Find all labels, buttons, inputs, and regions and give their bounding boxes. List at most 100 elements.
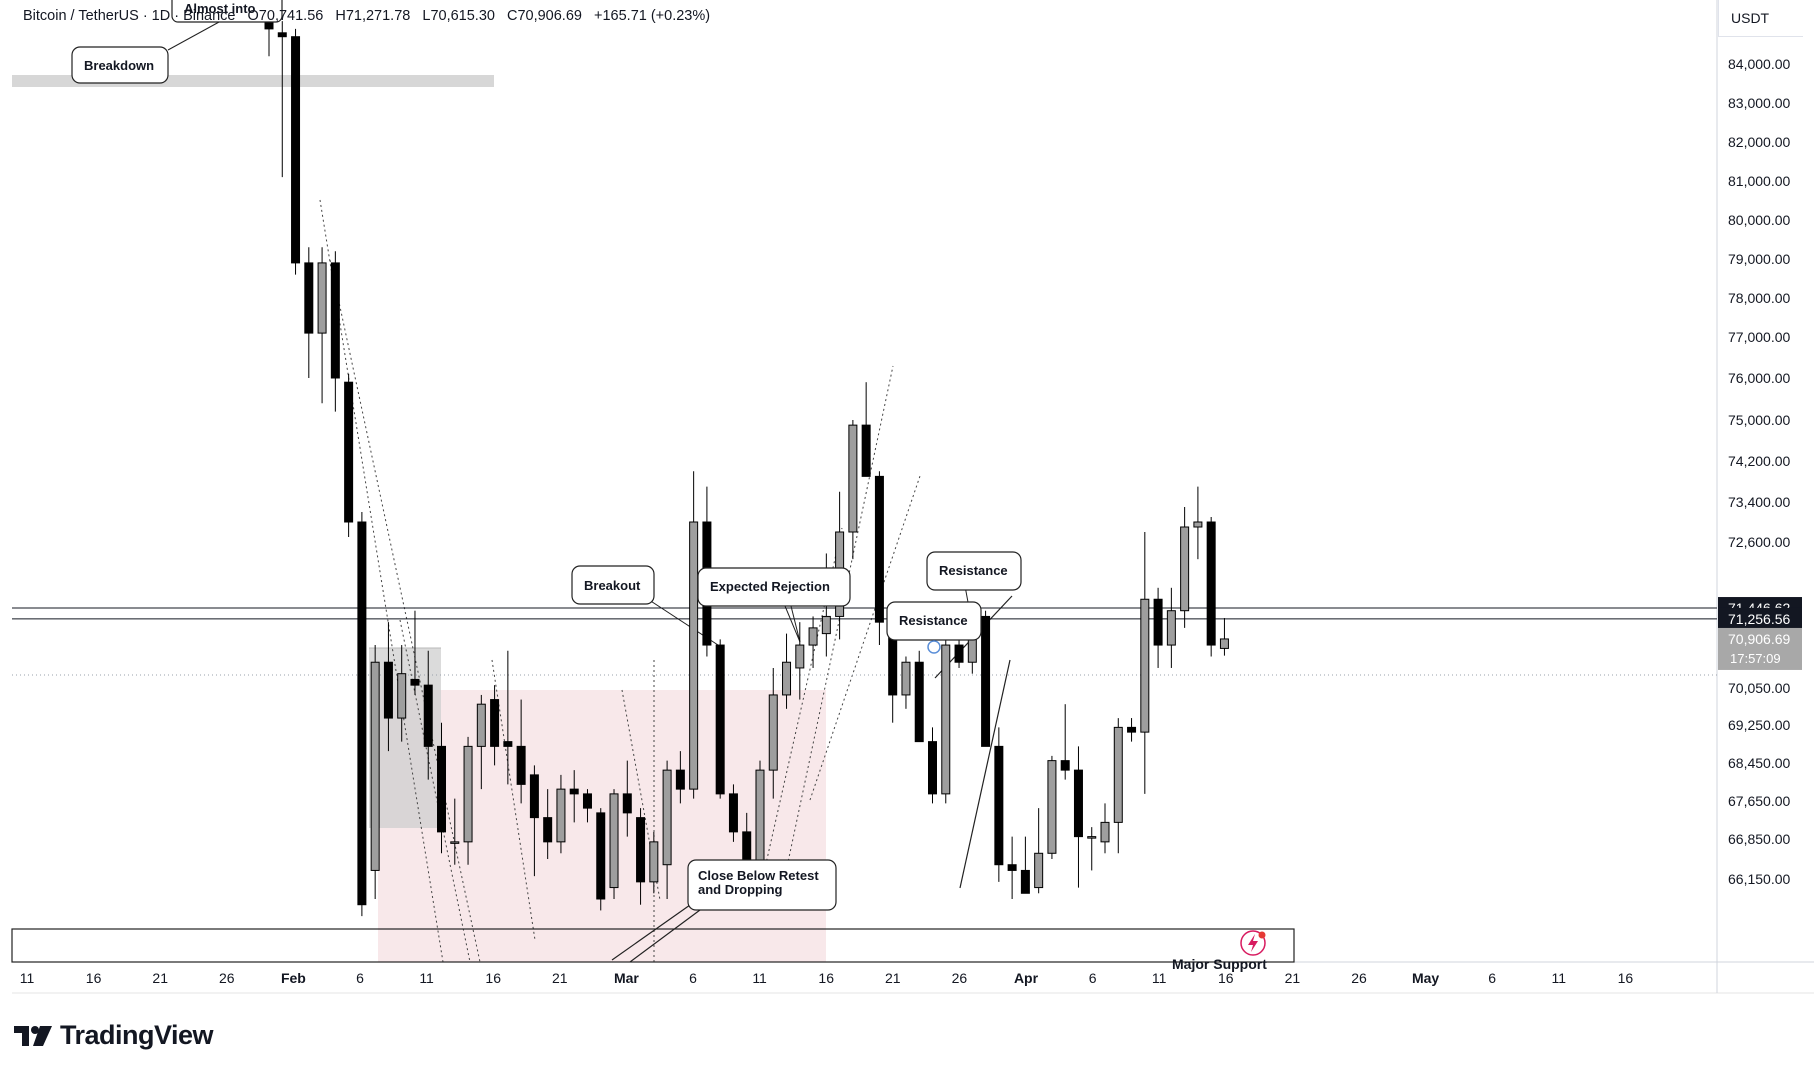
candle-body-down <box>516 745 526 785</box>
candle-body-down <box>1127 726 1137 733</box>
callout-text: Breakdown <box>84 58 154 73</box>
major-support-label: Major Support <box>1172 930 1267 972</box>
candle-body-up <box>1047 760 1057 854</box>
candle <box>1193 486 1203 560</box>
ohlc-high: H71,271.78 <box>335 8 411 24</box>
candle <box>728 784 738 842</box>
candle <box>582 789 592 823</box>
price-tick-label: 68,450.00 <box>1728 755 1790 771</box>
time-tick-label: Feb <box>281 970 306 986</box>
notification-dot <box>1258 931 1266 939</box>
currency-selector[interactable]: USDT <box>1718 0 1803 37</box>
candle-body-down <box>1073 769 1083 838</box>
candle <box>649 831 659 894</box>
callout-line-1: Close Below Retest <box>698 868 819 883</box>
candle-body-down <box>981 615 991 747</box>
candle-body-down <box>529 774 539 819</box>
candle <box>437 722 447 854</box>
time-tick-label: 11 <box>1152 970 1167 986</box>
time-tick-label: 26 <box>1351 970 1367 986</box>
callout-almost-into: Almost into <box>171 0 283 23</box>
time-tick-label: 11 <box>20 970 35 986</box>
trend-line <box>629 909 701 963</box>
time-tick-label: 11 <box>419 970 434 986</box>
candle <box>410 610 420 695</box>
price-tick-label: 75,000.00 <box>1728 412 1790 428</box>
callout-text: Resistance <box>899 613 968 628</box>
candle <box>914 650 924 743</box>
time-tick-label: 6 <box>1089 970 1097 986</box>
candle <box>1206 517 1216 657</box>
tradingview-brand[interactable]: TradingView <box>14 1020 214 1051</box>
candle <box>503 650 513 785</box>
candle <box>861 382 871 477</box>
time-tick-label: Mar <box>614 970 639 986</box>
badge-countdown: 17:57:09 <box>1730 651 1781 666</box>
candle <box>609 789 619 899</box>
price-tick-label: 67,650.00 <box>1728 793 1790 809</box>
candle <box>848 420 858 560</box>
candle-body-up <box>901 661 911 696</box>
price-tick-label: 79,000.00 <box>1728 251 1790 267</box>
candle <box>1166 587 1176 668</box>
candle-body-down <box>636 817 646 883</box>
candle <box>277 21 287 178</box>
price-axis: 84,000.00 83,000.00 82,000.00 81,000.00 80,0… <box>1728 56 1790 887</box>
dotted-trendline <box>399 619 471 963</box>
candle <box>450 798 460 865</box>
candle <box>808 616 818 668</box>
time-tick-label: 16 <box>485 970 501 986</box>
time-tick-label: 6 <box>356 970 364 986</box>
candle-body-up <box>649 841 659 883</box>
candle <box>1020 836 1030 894</box>
candle <box>1219 618 1229 656</box>
candle <box>291 28 301 275</box>
trend-line <box>611 904 691 961</box>
anchor-point <box>927 640 941 654</box>
candle <box>370 645 380 899</box>
candle <box>928 727 937 804</box>
dotted-trendline <box>621 689 661 901</box>
callout-resistance-top: Resistance <box>926 551 1022 591</box>
time-tick-label: 11 <box>752 970 767 986</box>
candle <box>317 247 327 404</box>
candle-body-up <box>1166 610 1176 646</box>
candle <box>1113 718 1123 854</box>
time-tick-label: 11 <box>1552 970 1567 986</box>
candle <box>357 512 367 917</box>
candle-body-up <box>821 615 831 635</box>
candle-body-up <box>1113 726 1123 823</box>
candle <box>901 656 911 709</box>
price-tick-label: 84,000.00 <box>1728 56 1790 72</box>
candle <box>795 622 805 700</box>
candle-body-down <box>1060 760 1070 771</box>
candle <box>689 471 699 799</box>
symbol-title[interactable]: Bitcoin / TetherUS · 1D · Binance <box>23 8 236 24</box>
ohlc-open: O70,741.56 <box>247 8 324 24</box>
candle-body-down <box>954 644 964 663</box>
ohlc-low: L70,615.30 <box>422 8 495 24</box>
price-tick-label: 77,000.00 <box>1728 329 1790 345</box>
price-tick-label: 83,000.00 <box>1728 95 1790 111</box>
time-tick-label: May <box>1412 970 1439 986</box>
time-tick-label: 21 <box>552 970 568 986</box>
candle-body-down <box>596 812 606 900</box>
time-tick-label: 21 <box>885 970 901 986</box>
callout-text: Breakout <box>584 578 641 593</box>
dotted-trendline <box>779 365 894 901</box>
candle <box>835 491 845 640</box>
candle-body-up <box>768 694 778 771</box>
candle-body-down <box>1007 864 1017 871</box>
time-tick-label: 16 <box>818 970 834 986</box>
symbol-header: Bitcoin / TetherUS · 1D · Binance O70,74… <box>23 8 718 24</box>
candle-body-up <box>1034 852 1044 889</box>
candle <box>556 774 566 854</box>
candle-body-down <box>543 817 553 843</box>
candle-body-down <box>490 699 500 747</box>
candle <box>330 251 340 412</box>
candle-body-down <box>383 661 393 719</box>
candle <box>715 639 725 799</box>
candle-body-up <box>463 745 473 843</box>
